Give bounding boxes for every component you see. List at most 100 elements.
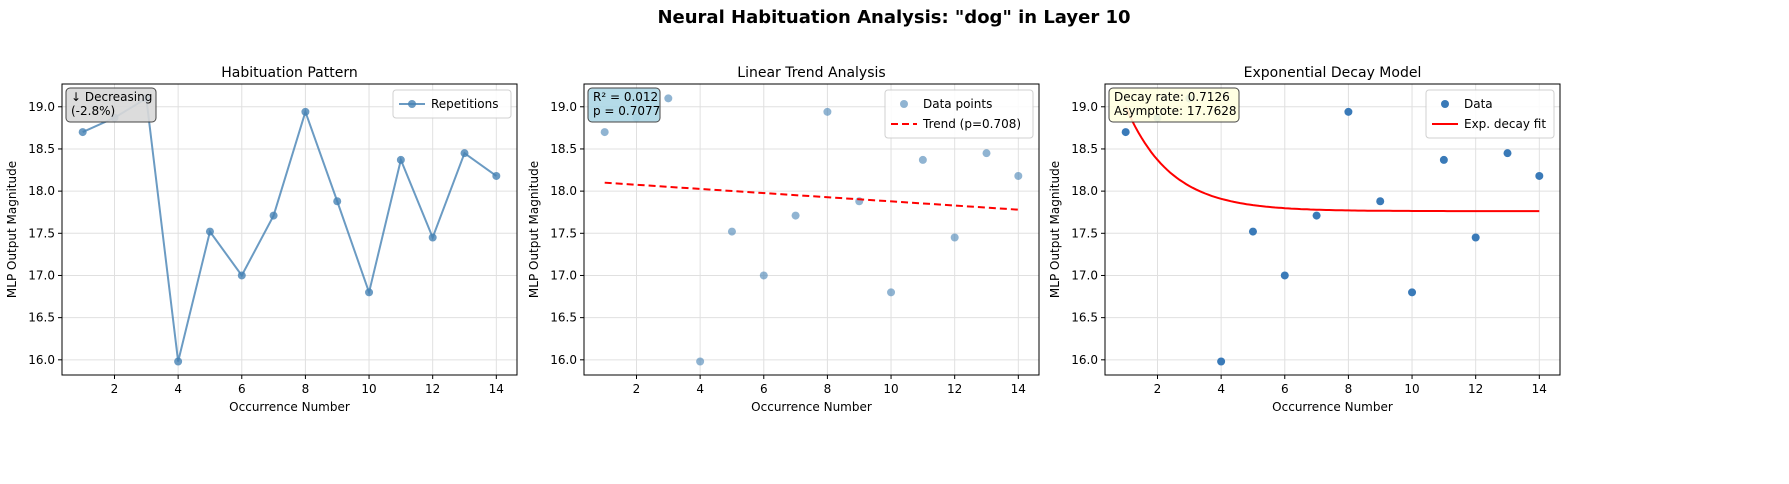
y-tick-label: 17.5 [1071, 226, 1098, 240]
data-point [1344, 107, 1353, 116]
annotation-text: Asymptote: 17.7628 [1114, 104, 1236, 118]
x-tick-label: 2 [633, 382, 641, 396]
legend-frame [392, 89, 512, 119]
x-tick-label: 6 [238, 382, 246, 396]
legend-point-marker [1441, 100, 1449, 108]
x-tick-label: 8 [302, 382, 310, 396]
data-point [600, 128, 609, 137]
data-point [1503, 149, 1512, 158]
data-point [887, 288, 896, 297]
legend: Repetitions [392, 89, 512, 119]
subplot-1: 2 4 6 8 10 12 14 16.0 16.5 17.0 17.5 18.0 18.5 19.0 Ha… [5, 65, 518, 414]
annotation-text: R² = 0.012 [593, 90, 658, 104]
x-tick-label: 12 [1468, 382, 1483, 396]
decay-fit-curve [1124, 106, 1540, 213]
legend: Data points Trend (p=0.708) [884, 89, 1034, 139]
subplot-title: Linear Trend Analysis [737, 65, 885, 81]
axes-frame [583, 83, 1040, 376]
annotation-text: ↓ Decreasing [71, 90, 152, 104]
y-tick-label: 18.0 [550, 184, 577, 198]
data-point [237, 271, 246, 280]
annotation-text: Decay rate: 0.7126 [1114, 90, 1230, 104]
x-tick-label: 4 [1217, 382, 1225, 396]
data-point [1408, 288, 1417, 297]
data-point [1217, 357, 1226, 366]
data-point [428, 233, 437, 242]
axes-frame [1104, 83, 1561, 376]
data-point [1014, 171, 1023, 180]
data-point [1280, 271, 1289, 280]
subplot-title: Habituation Pattern [221, 65, 357, 81]
data-point [950, 233, 959, 242]
x-tick-label: 6 [760, 382, 768, 396]
legend: Data Exp. decay fit [1425, 89, 1555, 139]
x-tick-label: 4 [696, 382, 704, 396]
data-point [1121, 128, 1130, 137]
data-point [727, 227, 736, 236]
data-point [1312, 211, 1321, 220]
y-tick-label: 18.5 [28, 142, 55, 156]
data-point [492, 171, 501, 180]
annotation-box [587, 87, 661, 123]
y-tick-label: 17.5 [550, 226, 577, 240]
data-point [78, 128, 87, 137]
x-tick-label: 14 [489, 382, 504, 396]
x-tick-label: 10 [361, 382, 376, 396]
x-axis-label: Occurrence Number [1272, 400, 1393, 414]
data-point [205, 227, 214, 236]
x-tick-label: 12 [947, 382, 962, 396]
legend-label: Repetitions [431, 97, 498, 111]
x-tick-label: 10 [1404, 382, 1419, 396]
data-point [333, 197, 342, 206]
y-tick-label: 16.5 [550, 311, 577, 325]
data-point [696, 357, 705, 366]
data-point [1248, 227, 1257, 236]
x-tick-label: 2 [111, 382, 119, 396]
data-point [174, 357, 183, 366]
data-point [460, 149, 469, 158]
subplot-3: 2 4 6 8 10 12 14 16.0 16.5 17.0 17.5 18.0 18.5 19.0 Ex… [1048, 65, 1561, 414]
x-tick-label: 2 [1154, 382, 1162, 396]
x-tick-label: 4 [174, 382, 182, 396]
legend-label: Trend (p=0.708) [922, 117, 1021, 131]
y-axis-label: MLP Output Magnitude [1048, 161, 1062, 298]
y-tick-label: 16.5 [1071, 311, 1098, 325]
subplot-title: Exponential Decay Model [1244, 65, 1422, 81]
legend-label: Data [1464, 97, 1493, 111]
y-tick-label: 16.5 [28, 311, 55, 325]
x-axis-label: Occurrence Number [751, 400, 872, 414]
y-tick-label: 18.0 [28, 184, 55, 198]
data-point [1535, 171, 1544, 180]
legend-point-marker [900, 100, 908, 108]
legend-frame [884, 89, 1034, 139]
y-tick-label: 16.0 [28, 353, 55, 367]
legend-label: Data points [923, 97, 992, 111]
y-tick-label: 17.0 [28, 268, 55, 282]
x-tick-label: 8 [1345, 382, 1353, 396]
trend-line [604, 181, 1019, 211]
y-tick-label: 18.5 [550, 142, 577, 156]
annotation-text: (-2.8%) [71, 104, 115, 118]
y-tick-label: 16.0 [550, 353, 577, 367]
x-tick-label: 10 [883, 382, 898, 396]
legend-point-marker [408, 100, 416, 108]
data-point [269, 211, 278, 220]
subplot-2: 2 4 6 8 10 12 14 16.0 16.5 17.0 17.5 18.0 18.5 19.0 Li… [527, 65, 1040, 414]
y-tick-label: 17.5 [28, 226, 55, 240]
y-axis-label: MLP Output Magnitude [527, 161, 541, 298]
data-point [396, 155, 405, 164]
x-tick-label: 8 [824, 382, 832, 396]
y-tick-label: 19.0 [1071, 100, 1098, 114]
y-tick-label: 18.0 [1071, 184, 1098, 198]
data-point [1376, 197, 1385, 206]
data-point [1439, 155, 1448, 164]
y-tick-label: 16.0 [1071, 353, 1098, 367]
y-tick-label: 19.0 [28, 100, 55, 114]
data-point [365, 288, 374, 297]
annotation-text: p = 0.7077 [593, 104, 660, 118]
data-point [982, 149, 991, 158]
y-tick-label: 19.0 [550, 100, 577, 114]
data-point [759, 271, 768, 280]
